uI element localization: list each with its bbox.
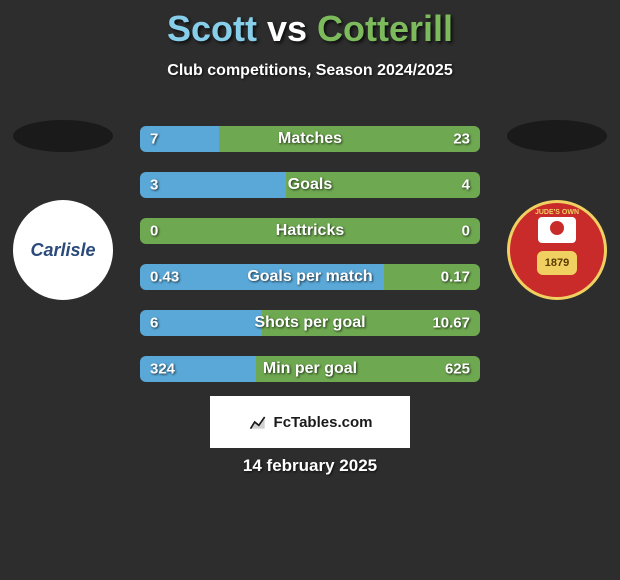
stat-label: Matches [278,130,342,148]
player1-column: Carlisle [8,120,118,300]
stat-row: 3 Goals 4 [140,172,480,198]
brand-box[interactable]: FcTables.com [210,396,410,448]
stat-row: 0 Hattricks 0 [140,218,480,244]
fctables-logo-icon [248,412,268,432]
stat-right-value: 0.17 [441,269,470,286]
stat-row: 7 Matches 23 [140,126,480,152]
bar-right-segment [219,126,480,152]
stat-label: Goals per match [247,268,372,286]
player2-column: JUDE'S OWN 1879 [502,120,612,300]
vs-text: vs [267,8,307,49]
player2-name: Cotterill [317,8,453,49]
brand-label: FcTables.com [274,414,373,431]
stat-label: Shots per goal [254,314,365,332]
player2-club-badge: JUDE'S OWN 1879 [507,200,607,300]
bar-left-segment [140,172,286,198]
stat-label: Hattricks [276,222,344,240]
badge-left-label: Carlisle [30,240,95,261]
stat-label: Goals [288,176,332,194]
stat-left-value: 0.43 [150,269,179,286]
stat-left-value: 324 [150,361,175,378]
stat-left-value: 6 [150,315,158,332]
comparison-title: Scott vs Cotterill [0,0,620,50]
subtitle: Club competitions, Season 2024/2025 [0,62,620,80]
stat-right-value: 4 [462,177,470,194]
bar-left-segment [140,310,262,336]
badge-right-year: 1879 [537,251,577,275]
stat-right-value: 0 [462,223,470,240]
stat-right-value: 23 [453,131,470,148]
stat-row: 324 Min per goal 625 [140,356,480,382]
stat-right-value: 10.67 [432,315,470,332]
stats-bars: 7 Matches 23 3 Goals 4 0 Hattricks 0 0.43 Goals pe… [140,126,480,402]
stat-row: 0.43 Goals per match 0.17 [140,264,480,290]
player1-name: Scott [167,8,257,49]
stat-right-value: 625 [445,361,470,378]
player1-club-badge: Carlisle [13,200,113,300]
player2-silhouette-icon [507,120,607,152]
badge-right-top-text: JUDE'S OWN [535,209,579,216]
stat-left-value: 0 [150,223,158,240]
stat-label: Min per goal [263,360,357,378]
stat-left-value: 3 [150,177,158,194]
player1-silhouette-icon [13,120,113,152]
stat-left-value: 7 [150,131,158,148]
stat-row: 6 Shots per goal 10.67 [140,310,480,336]
comparison-date: 14 february 2025 [243,456,377,476]
